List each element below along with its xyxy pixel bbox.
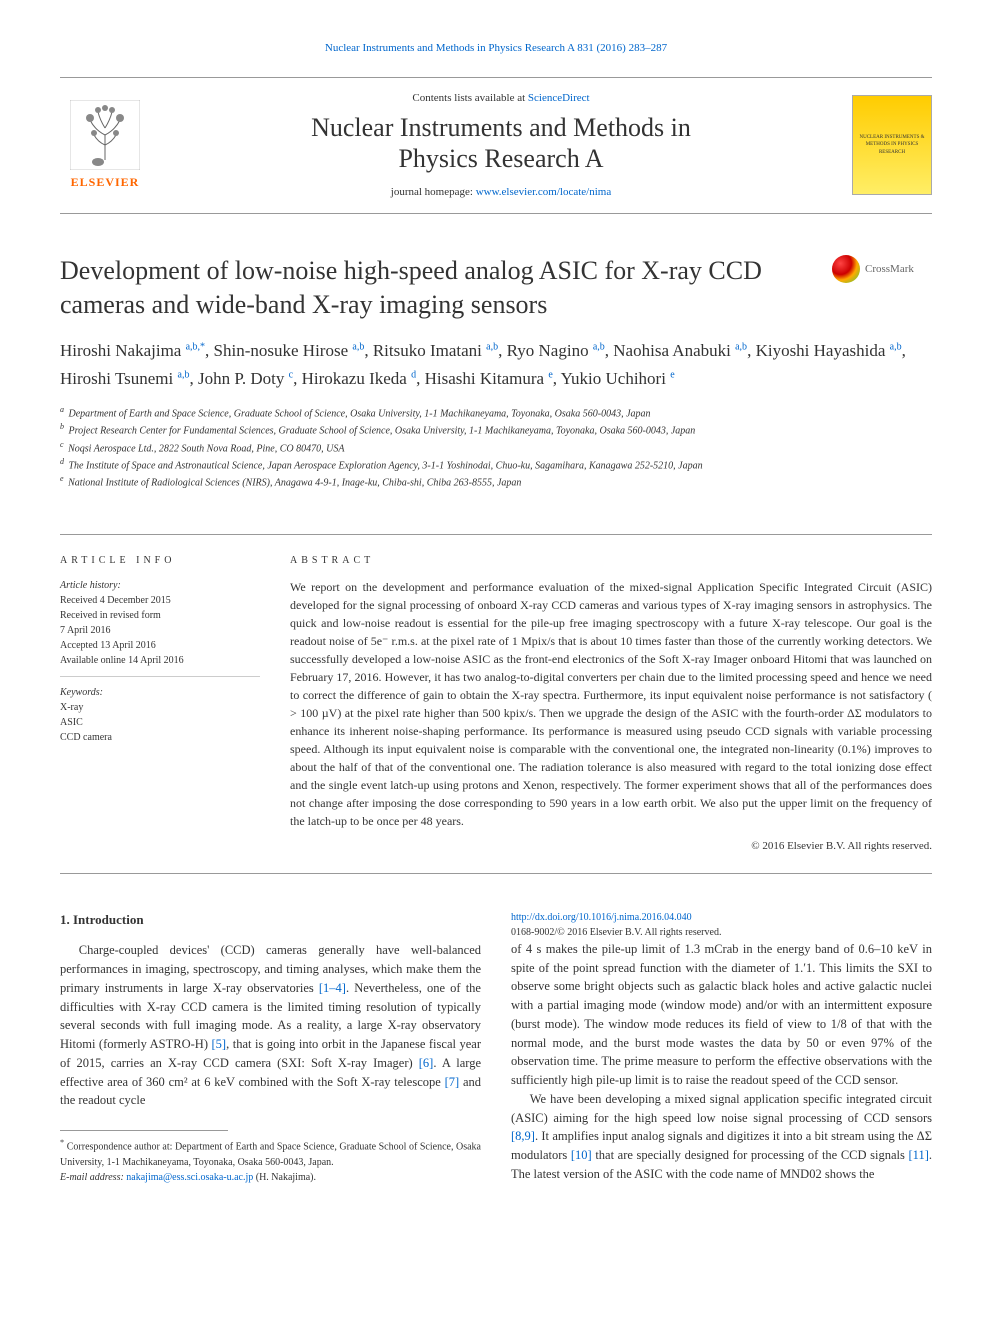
history-line: Accepted 13 April 2016 bbox=[60, 638, 260, 653]
body-para: Charge-coupled devices' (CCD) cameras ge… bbox=[60, 941, 481, 1110]
email-suffix: (H. Nakajima). bbox=[253, 1172, 316, 1183]
article-header: Development of low-noise high-speed anal… bbox=[60, 254, 932, 535]
meta-abstract-row: article info Article history: Received 4… bbox=[60, 534, 932, 874]
article-info: article info Article history: Received 4… bbox=[60, 553, 260, 855]
citation-link[interactable]: [1–4] bbox=[319, 981, 346, 995]
email-label: E-mail address: bbox=[60, 1172, 126, 1183]
keywords-section: Keywords: X-rayASICCCD camera bbox=[60, 685, 260, 753]
contents-line: Contents lists available at ScienceDirec… bbox=[150, 90, 852, 107]
footnotes: * Correspondence author at: Department o… bbox=[60, 1137, 481, 1184]
elsevier-tree-icon bbox=[70, 100, 140, 170]
keyword: ASIC bbox=[60, 715, 260, 730]
elsevier-logo: ELSEVIER bbox=[60, 100, 150, 191]
affiliation-line: b Project Research Center for Fundamenta… bbox=[60, 421, 932, 438]
article-history: Article history: Received 4 December 201… bbox=[60, 578, 260, 677]
author-affil-link[interactable]: c bbox=[289, 369, 293, 380]
abstract: abstract We report on the development an… bbox=[290, 553, 932, 855]
author-affil-link[interactable]: d bbox=[411, 369, 416, 380]
author-affil-link[interactable]: e bbox=[670, 369, 674, 380]
affiliation-line: e National Institute of Radiological Sci… bbox=[60, 473, 932, 490]
affiliation-line: c Noqsi Aerospace Ltd., 2822 South Nova … bbox=[60, 439, 932, 456]
author-affil-link[interactable]: a,b bbox=[486, 342, 498, 353]
keywords-label: Keywords: bbox=[60, 685, 260, 700]
top-citation-link[interactable]: Nuclear Instruments and Methods in Physi… bbox=[325, 42, 667, 54]
citation-link[interactable]: [11] bbox=[909, 1148, 929, 1162]
contents-prefix: Contents lists available at bbox=[412, 92, 527, 104]
journal-title-l2: Physics Research A bbox=[398, 144, 603, 173]
top-citation: Nuclear Instruments and Methods in Physi… bbox=[60, 40, 932, 57]
footnote-separator bbox=[60, 1130, 228, 1131]
affiliations-list: a Department of Earth and Space Science,… bbox=[60, 404, 932, 491]
article-info-heading: article info bbox=[60, 553, 260, 568]
homepage-link[interactable]: www.elsevier.com/locate/nima bbox=[476, 186, 612, 198]
copyright-line: © 2016 Elsevier B.V. All rights reserved… bbox=[290, 838, 932, 855]
author-affil-link[interactable]: a,b bbox=[735, 342, 747, 353]
citation-link[interactable]: [8,9] bbox=[511, 1129, 535, 1143]
doi-link[interactable]: http://dx.doi.org/10.1016/j.nima.2016.04… bbox=[511, 912, 692, 923]
homepage-prefix: journal homepage: bbox=[391, 186, 476, 198]
journal-homepage: journal homepage: www.elsevier.com/locat… bbox=[150, 184, 852, 201]
crossmark-badge[interactable]: CrossMark bbox=[832, 254, 932, 284]
affiliation-line: d The Institute of Space and Astronautic… bbox=[60, 456, 932, 473]
crossmark-label: CrossMark bbox=[865, 261, 914, 278]
author-affil-link[interactable]: a,b bbox=[890, 342, 902, 353]
body-para: of 4 s makes the pile-up limit of 1.3 mC… bbox=[511, 940, 932, 1090]
section-heading-intro: 1. Introduction bbox=[60, 910, 481, 930]
article-title: Development of low-noise high-speed anal… bbox=[60, 254, 812, 322]
crossmark-icon bbox=[832, 255, 860, 283]
sciencedirect-link[interactable]: ScienceDirect bbox=[528, 92, 590, 104]
elsevier-wordmark: ELSEVIER bbox=[71, 173, 140, 191]
corr-text: Correspondence author at: Department of … bbox=[60, 1142, 481, 1168]
author-affil-link[interactable]: e bbox=[548, 369, 552, 380]
citation-link[interactable]: [5] bbox=[212, 1037, 227, 1051]
corresponding-author: * Correspondence author at: Department o… bbox=[60, 1137, 481, 1169]
cover-text: NUCLEAR INSTRUMENTS & METHODS IN PHYSICS… bbox=[856, 134, 928, 157]
abstract-text: We report on the development and perform… bbox=[290, 578, 932, 830]
journal-center: Contents lists available at ScienceDirec… bbox=[150, 90, 852, 201]
corr-symbol: * bbox=[60, 1138, 64, 1147]
authors-list: Hiroshi Nakajima a,b,*, Shin-nosuke Hiro… bbox=[60, 337, 932, 391]
history-line: Available online 14 April 2016 bbox=[60, 653, 260, 668]
author-affil-link[interactable]: a,b bbox=[593, 342, 605, 353]
citation-link[interactable]: [6] bbox=[419, 1056, 434, 1070]
history-label: Article history: bbox=[60, 578, 260, 593]
bottom-info: http://dx.doi.org/10.1016/j.nima.2016.04… bbox=[511, 910, 932, 940]
email-link[interactable]: nakajima@ess.sci.osaka-u.ac.jp bbox=[126, 1172, 253, 1183]
keyword: CCD camera bbox=[60, 730, 260, 745]
journal-title: Nuclear Instruments and Methods in Physi… bbox=[150, 112, 852, 174]
author-affil-link[interactable]: a,b,* bbox=[186, 342, 205, 353]
author-affil-link[interactable]: a,b bbox=[178, 369, 190, 380]
keyword: X-ray bbox=[60, 700, 260, 715]
body-para: We have been developing a mixed signal a… bbox=[511, 1090, 932, 1184]
citation-link[interactable]: [10] bbox=[571, 1148, 592, 1162]
journal-header: ELSEVIER Contents lists available at Sci… bbox=[60, 77, 932, 214]
abstract-heading: abstract bbox=[290, 553, 932, 568]
history-line: Received in revised form bbox=[60, 608, 260, 623]
author-affil-link[interactable]: a,b bbox=[352, 342, 364, 353]
citation-link[interactable]: [7] bbox=[445, 1075, 460, 1089]
email-line: E-mail address: nakajima@ess.sci.osaka-u… bbox=[60, 1170, 481, 1185]
journal-title-l1: Nuclear Instruments and Methods in bbox=[311, 113, 691, 142]
affiliation-line: a Department of Earth and Space Science,… bbox=[60, 404, 932, 421]
history-line: 7 April 2016 bbox=[60, 623, 260, 638]
body-text: 1. Introduction Charge-coupled devices' … bbox=[60, 910, 932, 1194]
journal-cover-thumbnail: NUCLEAR INSTRUMENTS & METHODS IN PHYSICS… bbox=[852, 95, 932, 195]
issn-line: 0168-9002/© 2016 Elsevier B.V. All right… bbox=[511, 927, 721, 938]
history-line: Received 4 December 2015 bbox=[60, 593, 260, 608]
